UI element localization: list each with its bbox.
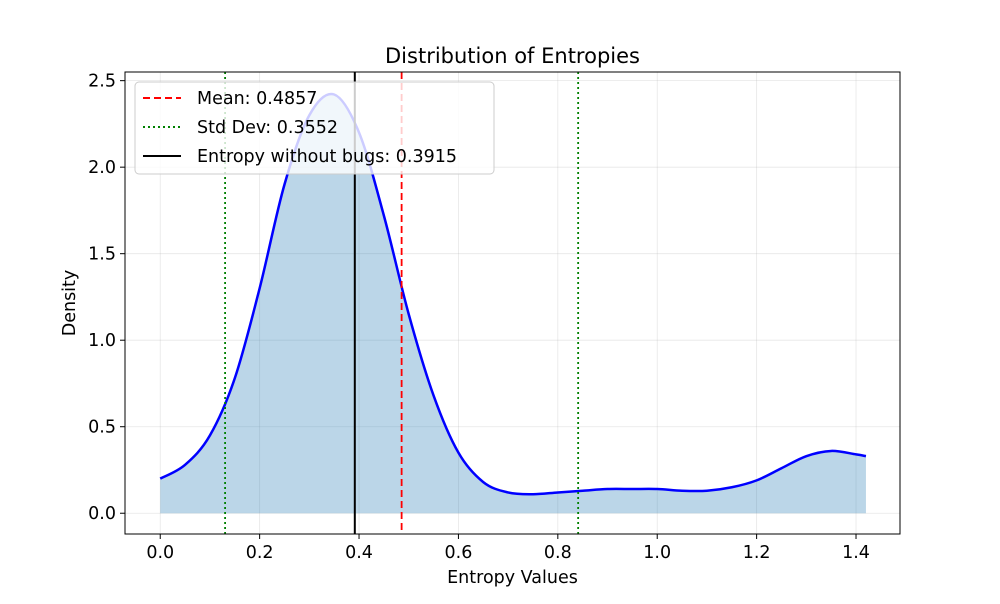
x-tick-label: 1.4 bbox=[842, 543, 870, 563]
density-curve-line bbox=[159, 92, 867, 496]
x-tick-label: 1.0 bbox=[643, 543, 671, 563]
x-tick-label: 0.0 bbox=[146, 543, 174, 563]
y-tick-label: 0.5 bbox=[88, 418, 116, 438]
legend-entropy-without-bugs-label: Entropy without bugs: 0.3915 bbox=[197, 147, 457, 167]
x-axis-label: Entropy Values bbox=[447, 568, 578, 588]
y-tick-label: 2.5 bbox=[88, 72, 116, 92]
y-tick-label: 1.0 bbox=[88, 331, 116, 351]
axes-frame bbox=[124, 71, 901, 535]
x-tick-label: 0.6 bbox=[445, 543, 473, 563]
y-tick-label: 0.0 bbox=[88, 504, 116, 524]
legend-box bbox=[134, 81, 495, 175]
chart-title: Distribution of Entropies bbox=[385, 44, 640, 68]
y-axis-label: Density bbox=[60, 270, 80, 337]
x-tick-label: 0.8 bbox=[544, 543, 572, 563]
legend: Mean: 0.4857 Std Dev: 0.3552 Entropy witho… bbox=[134, 81, 495, 175]
legend-std-dev-label: Std Dev: 0.3552 bbox=[197, 118, 338, 138]
legend-mean-label: Mean: 0.4857 bbox=[197, 89, 317, 109]
x-tick-label: 1.2 bbox=[743, 543, 771, 563]
density-fill-area bbox=[160, 93, 866, 514]
y-tick-label: 1.5 bbox=[88, 245, 116, 265]
y-tick-label: 2.0 bbox=[88, 158, 116, 178]
x-tick-label: 0.4 bbox=[345, 543, 373, 563]
x-tick-label: 0.2 bbox=[246, 543, 274, 563]
grid bbox=[125, 72, 900, 534]
